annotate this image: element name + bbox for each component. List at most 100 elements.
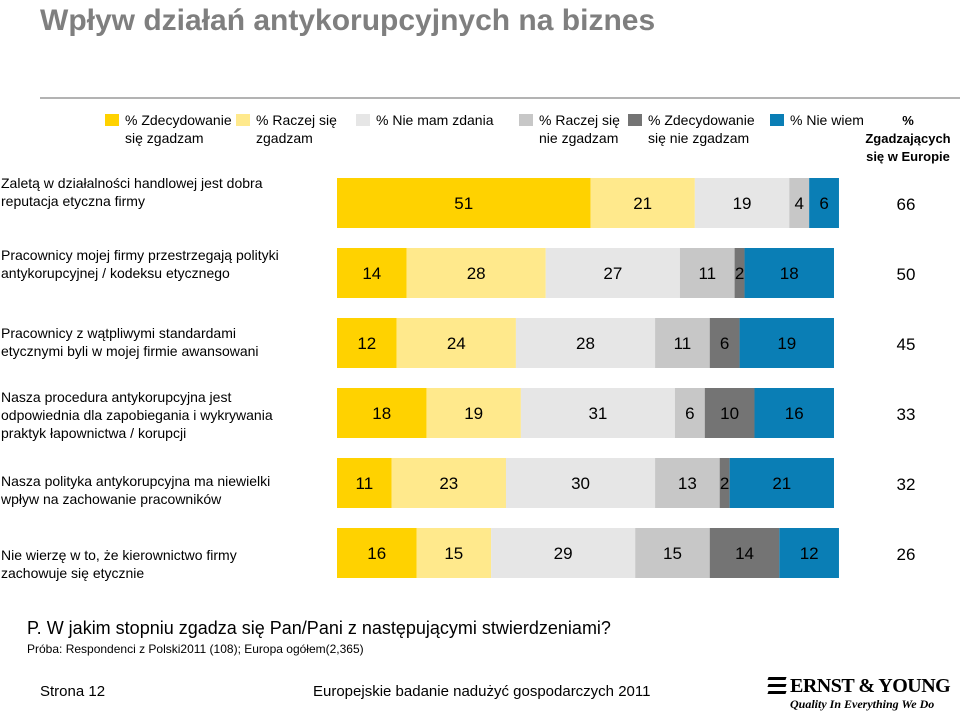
row-label: Nasza procedura antykorupcyjna jest odpow… <box>1 389 273 441</box>
data-label: 16 <box>367 544 386 563</box>
bar-segment-no-opinion <box>520 388 675 438</box>
data-label: 10 <box>720 404 739 423</box>
data-label: 12 <box>800 544 819 563</box>
bar-segment-agree <box>590 178 695 228</box>
bar-segment-disagree <box>674 388 705 438</box>
bar-segment-no-opinion <box>545 248 680 298</box>
data-label: 27 <box>603 264 622 283</box>
legend-label: % Zdecydowanie się zgadzam <box>125 112 232 146</box>
bar-segment-strongly-disagree <box>709 318 740 368</box>
legend-swatch <box>356 114 370 126</box>
data-label: 11 <box>698 264 716 283</box>
bar-segment-agree <box>416 528 492 578</box>
data-label: 51 <box>454 194 473 213</box>
bar-segment-dont-know <box>779 528 839 578</box>
bar-segment-disagree <box>635 528 710 578</box>
data-label: 29 <box>554 544 573 563</box>
data-label: 12 <box>357 334 376 353</box>
data-label: 15 <box>444 544 463 563</box>
bar-segment-no-opinion <box>515 318 656 368</box>
data-label: 30 <box>571 474 590 493</box>
legend-swatch <box>105 114 119 126</box>
row-label: Zaletą w działalności handlowej jest dob… <box>1 175 263 209</box>
bar-segment-disagree <box>655 458 720 508</box>
data-label: 18 <box>372 404 391 423</box>
data-label: 15 <box>663 544 682 563</box>
data-label: 14 <box>362 264 381 283</box>
data-label: 11 <box>356 474 374 493</box>
legend-label: % Raczej się zgadzam <box>256 112 337 146</box>
europe-agree-value: 32 <box>897 475 916 494</box>
title-divider <box>40 97 960 99</box>
data-label: 19 <box>733 194 752 213</box>
logo-tagline: Quality In Everything We Do <box>790 697 935 711</box>
data-label: 19 <box>464 404 483 423</box>
bar-segment-no-opinion <box>505 458 656 508</box>
data-label: 6 <box>819 194 828 213</box>
bar-segment-no-opinion <box>491 528 636 578</box>
bar-segment-agree <box>391 458 506 508</box>
bar-segment-dont-know <box>729 458 834 508</box>
europe-agree-header: % Zgadzających się w Europie <box>865 113 951 164</box>
bar-segment-dont-know <box>744 248 834 298</box>
ernst-young-logo: ERNST & YOUNG Quality In Everything We D… <box>767 675 951 711</box>
logo-name: ERNST & YOUNG <box>790 675 951 697</box>
data-label: 11 <box>674 334 692 353</box>
footer-title: Europejskie badanie nadużyć gospodarczyc… <box>313 683 651 700</box>
bar-segment-strongly-disagree <box>704 388 755 438</box>
data-label: 19 <box>777 334 796 353</box>
bar-segment-strongly-agree <box>337 458 392 508</box>
logo-mark-icon <box>767 677 788 695</box>
bar-segment-no-opinion <box>694 178 790 228</box>
bar-segment-strongly-agree <box>337 388 427 438</box>
legend-label: % Zdecydowanie się nie zgadzam <box>648 112 755 146</box>
europe-agree-value: 50 <box>897 265 916 284</box>
data-label: 2 <box>735 264 744 283</box>
bar-segment-disagree <box>655 318 710 368</box>
europe-agree-value: 66 <box>897 195 916 214</box>
row-label: Pracownicy mojej firmy przestrzegają pol… <box>1 247 279 281</box>
bar-segment-strongly-agree <box>337 528 417 578</box>
bar-segment-disagree <box>679 248 735 298</box>
data-label: 6 <box>685 404 694 423</box>
bar-segment-agree <box>406 248 546 298</box>
legend-swatch <box>236 114 250 126</box>
page-number: Strona 12 <box>40 683 106 700</box>
row-label: Pracownicy z wątpliwymi standardami etycz… <box>1 325 259 359</box>
data-label: 31 <box>588 404 607 423</box>
bar-segment-strongly-disagree <box>719 458 730 508</box>
data-label: 28 <box>576 334 595 353</box>
bar-segment-dont-know <box>739 318 834 368</box>
row-label: Nasza polityka antykorupcyjna ma niewiel… <box>1 473 271 507</box>
bar-segment-strongly-disagree <box>734 248 745 298</box>
survey-question: P. W jakim stopniu zgadza się Pan/Pani z… <box>27 618 611 638</box>
europe-agree-value: 26 <box>897 545 916 564</box>
legend-swatch <box>628 114 642 126</box>
data-label: 13 <box>678 474 697 493</box>
bar-segment-dont-know <box>754 388 834 438</box>
bar-segment-agree <box>426 388 521 438</box>
legend-label: % Nie wiem <box>790 112 864 128</box>
legend-swatch <box>519 114 533 126</box>
legend-label: % Nie mam zdania <box>376 112 494 128</box>
bar-segment-dont-know <box>809 178 839 228</box>
bar-segment-strongly-agree <box>337 318 397 368</box>
data-label: 18 <box>780 264 799 283</box>
sample-note: Próba: Respondenci z Polski2011 (108); E… <box>27 642 364 656</box>
data-label: 2 <box>720 474 729 493</box>
data-label: 6 <box>720 334 729 353</box>
row-label: Nie wierzę w to, że kierownictwo firmy za… <box>1 547 237 581</box>
legend-label: % Raczej się nie zgadzam <box>539 112 620 146</box>
data-label: 23 <box>439 474 458 493</box>
data-label: 21 <box>772 474 791 493</box>
bar-segment-strongly-disagree <box>709 528 780 578</box>
europe-agree-value: 45 <box>897 335 916 354</box>
data-label: 21 <box>633 194 652 213</box>
data-label: 28 <box>467 264 486 283</box>
data-label: 14 <box>735 544 754 563</box>
legend-swatch <box>770 114 784 126</box>
europe-agree-value: 33 <box>897 405 916 424</box>
data-label: 16 <box>785 404 804 423</box>
bar-segment-strongly-agree <box>337 248 407 298</box>
